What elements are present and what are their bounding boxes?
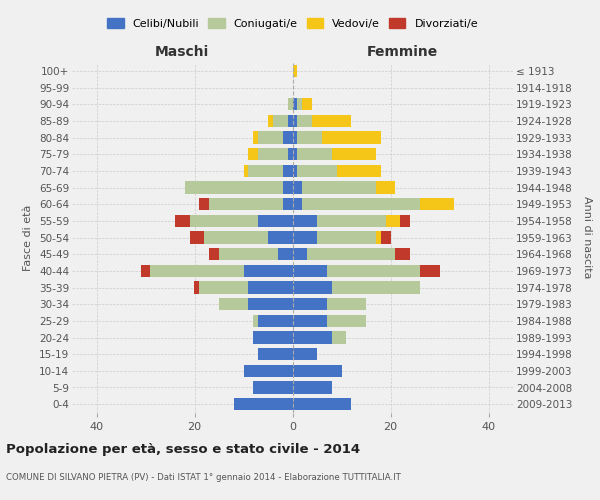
Bar bbox=[302, 181, 376, 194]
Bar bbox=[268, 114, 273, 127]
Bar bbox=[175, 214, 190, 227]
Bar bbox=[376, 181, 395, 194]
Bar bbox=[293, 298, 327, 310]
Bar bbox=[258, 148, 287, 160]
Bar bbox=[219, 298, 248, 310]
Bar bbox=[244, 364, 293, 377]
Bar bbox=[317, 214, 386, 227]
Bar bbox=[293, 314, 327, 327]
Bar bbox=[327, 264, 420, 277]
Bar bbox=[283, 164, 293, 177]
Bar bbox=[293, 181, 302, 194]
Bar bbox=[234, 398, 293, 410]
Text: Popolazione per età, sesso e stato civile - 2014: Popolazione per età, sesso e stato civil… bbox=[6, 442, 360, 456]
Bar bbox=[185, 181, 283, 194]
Bar bbox=[258, 314, 293, 327]
Bar bbox=[298, 148, 332, 160]
Bar bbox=[248, 148, 258, 160]
Bar bbox=[293, 98, 298, 110]
Bar bbox=[287, 98, 293, 110]
Bar bbox=[293, 214, 317, 227]
Bar bbox=[332, 331, 346, 344]
Bar bbox=[140, 264, 151, 277]
Bar bbox=[209, 198, 283, 210]
Bar bbox=[253, 314, 258, 327]
Bar bbox=[395, 248, 410, 260]
Bar bbox=[302, 198, 420, 210]
Bar bbox=[293, 64, 298, 77]
Bar bbox=[293, 381, 332, 394]
Bar bbox=[298, 164, 337, 177]
Bar bbox=[312, 114, 352, 127]
Bar bbox=[420, 264, 439, 277]
Bar bbox=[258, 214, 293, 227]
Bar bbox=[199, 281, 248, 293]
Bar bbox=[293, 131, 298, 144]
Bar bbox=[248, 281, 293, 293]
Bar bbox=[420, 198, 454, 210]
Bar bbox=[199, 198, 209, 210]
Bar bbox=[151, 264, 244, 277]
Bar bbox=[332, 148, 376, 160]
Bar bbox=[327, 298, 366, 310]
Y-axis label: Anni di nascita: Anni di nascita bbox=[582, 196, 592, 279]
Bar bbox=[293, 398, 352, 410]
Bar bbox=[244, 264, 293, 277]
Bar bbox=[376, 231, 381, 244]
Bar bbox=[278, 248, 293, 260]
Bar bbox=[244, 164, 248, 177]
Bar bbox=[258, 348, 293, 360]
Bar bbox=[253, 331, 293, 344]
Bar bbox=[287, 114, 293, 127]
Bar bbox=[253, 381, 293, 394]
Bar bbox=[283, 131, 293, 144]
Bar bbox=[219, 248, 278, 260]
Bar bbox=[194, 281, 199, 293]
Bar bbox=[248, 298, 293, 310]
Bar bbox=[253, 131, 258, 144]
Bar bbox=[190, 214, 258, 227]
Bar bbox=[283, 198, 293, 210]
Bar bbox=[258, 131, 283, 144]
Bar bbox=[273, 114, 287, 127]
Bar bbox=[293, 348, 317, 360]
Bar bbox=[283, 181, 293, 194]
Bar bbox=[386, 214, 400, 227]
Bar bbox=[293, 364, 341, 377]
Bar bbox=[302, 98, 312, 110]
Bar bbox=[293, 148, 298, 160]
Bar bbox=[322, 131, 381, 144]
Bar bbox=[293, 264, 327, 277]
Bar bbox=[337, 164, 381, 177]
Text: Femmine: Femmine bbox=[367, 45, 439, 59]
Bar bbox=[248, 164, 283, 177]
Bar bbox=[327, 314, 366, 327]
Legend: Celibi/Nubili, Coniugati/e, Vedovi/e, Divorziati/e: Celibi/Nubili, Coniugati/e, Vedovi/e, Di… bbox=[103, 14, 482, 34]
Bar bbox=[287, 148, 293, 160]
Bar bbox=[293, 114, 298, 127]
Bar bbox=[381, 231, 391, 244]
Bar bbox=[332, 281, 420, 293]
Bar bbox=[190, 231, 204, 244]
Text: Maschi: Maschi bbox=[155, 45, 209, 59]
Text: COMUNE DI SILVANO PIETRA (PV) - Dati ISTAT 1° gennaio 2014 - Elaborazione TUTTIT: COMUNE DI SILVANO PIETRA (PV) - Dati IST… bbox=[6, 472, 401, 482]
Bar bbox=[298, 114, 312, 127]
Bar bbox=[293, 331, 332, 344]
Bar bbox=[298, 98, 302, 110]
Y-axis label: Fasce di età: Fasce di età bbox=[23, 204, 34, 270]
Bar bbox=[268, 231, 293, 244]
Bar bbox=[298, 131, 322, 144]
Bar bbox=[293, 231, 317, 244]
Bar bbox=[400, 214, 410, 227]
Bar bbox=[293, 164, 298, 177]
Bar bbox=[204, 231, 268, 244]
Bar bbox=[293, 198, 302, 210]
Bar bbox=[293, 248, 307, 260]
Bar bbox=[307, 248, 395, 260]
Bar bbox=[293, 281, 332, 293]
Bar bbox=[317, 231, 376, 244]
Bar bbox=[209, 248, 219, 260]
